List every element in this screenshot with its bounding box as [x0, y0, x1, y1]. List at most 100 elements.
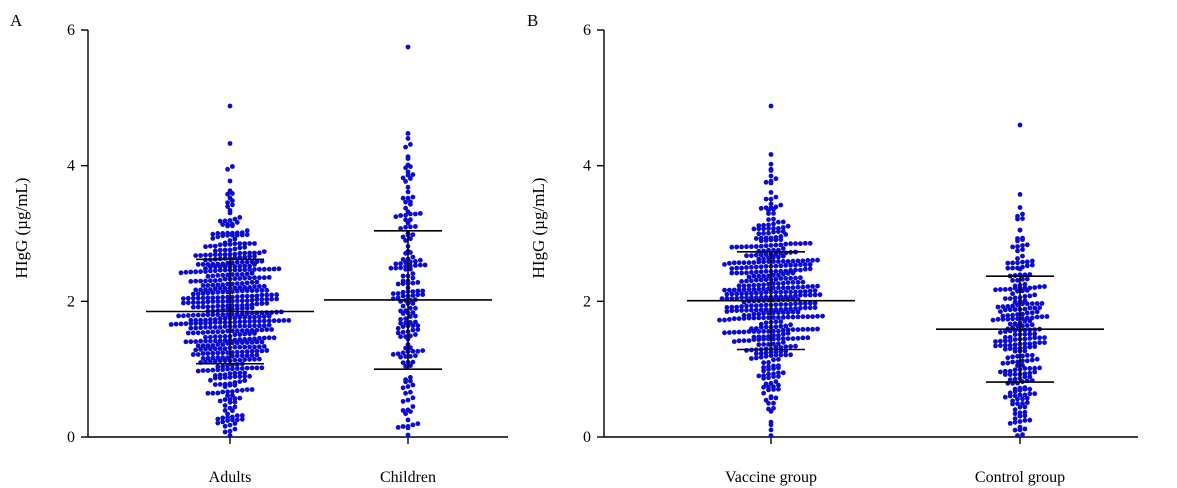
data-point	[225, 272, 231, 278]
data-point	[242, 241, 248, 247]
data-point	[276, 266, 282, 272]
data-point	[403, 165, 408, 171]
data-point	[802, 305, 808, 311]
data-point	[210, 312, 216, 318]
data-point	[195, 291, 201, 297]
data-point	[993, 287, 998, 293]
data-point	[247, 241, 253, 246]
data-point	[1002, 287, 1008, 292]
data-point	[230, 191, 235, 196]
data-point	[783, 323, 789, 329]
data-point	[763, 324, 769, 330]
data-point	[227, 251, 233, 257]
x-category-label: Vaccine group	[725, 469, 817, 486]
data-point	[756, 226, 762, 232]
data-point	[215, 312, 221, 318]
data-point	[1002, 372, 1008, 377]
data-point	[249, 387, 255, 392]
data-point	[203, 278, 208, 284]
data-point	[237, 241, 243, 247]
data-point	[768, 180, 774, 186]
data-point	[761, 282, 766, 288]
data-point	[788, 344, 793, 349]
data-point	[203, 320, 208, 326]
data-point	[237, 379, 243, 384]
data-point	[744, 253, 749, 259]
data-point	[761, 315, 766, 321]
data-point	[257, 323, 262, 329]
data-point	[395, 291, 401, 296]
data-point	[807, 305, 813, 311]
data-point	[788, 262, 793, 268]
data-point	[790, 327, 796, 332]
data-point	[195, 304, 201, 310]
data-point	[1005, 304, 1011, 309]
data-point	[410, 271, 416, 276]
data-point	[1027, 336, 1033, 341]
data-point	[771, 259, 776, 264]
data-point	[249, 279, 255, 285]
data-point	[264, 348, 270, 353]
data-point	[222, 334, 228, 339]
data-point	[405, 425, 411, 431]
data-point	[1034, 301, 1040, 306]
data-point	[415, 292, 421, 298]
data-point	[232, 264, 238, 269]
data-point	[773, 319, 779, 325]
data-point	[756, 273, 762, 279]
data-point	[1007, 372, 1013, 377]
data-point	[1017, 192, 1023, 197]
data-point	[261, 283, 267, 289]
data-point	[785, 280, 791, 285]
data-point	[212, 278, 218, 283]
data-point	[274, 292, 279, 298]
data-point	[790, 309, 796, 315]
data-point	[1022, 341, 1028, 347]
data-point	[773, 263, 779, 269]
data-point	[244, 353, 250, 358]
data-point	[254, 365, 260, 371]
data-point	[247, 263, 253, 269]
data-point	[1024, 353, 1030, 358]
data-point	[400, 360, 406, 366]
data-point	[1039, 301, 1045, 306]
data-point	[758, 243, 764, 249]
data-point	[758, 307, 764, 313]
data-point	[729, 270, 735, 276]
data-point	[778, 352, 784, 358]
data-point	[210, 350, 216, 356]
data-point	[736, 316, 742, 321]
data-point	[1024, 242, 1030, 248]
data-point	[776, 315, 781, 320]
data-point	[771, 281, 776, 286]
data-point	[1007, 296, 1013, 301]
data-point	[749, 278, 754, 284]
data-point	[244, 298, 250, 304]
data-point	[763, 196, 769, 202]
data-point	[188, 279, 194, 284]
data-point	[1015, 323, 1020, 329]
data-point	[798, 241, 803, 247]
data-point	[729, 291, 735, 297]
data-point	[776, 386, 781, 392]
data-point	[195, 312, 201, 318]
data-point	[1012, 416, 1018, 421]
data-point	[719, 296, 725, 301]
data-point	[773, 277, 779, 282]
data-point	[225, 204, 231, 210]
data-point	[249, 365, 255, 371]
data-point	[408, 389, 413, 395]
data-point	[198, 338, 204, 344]
data-point	[212, 264, 218, 270]
y-tick-label: 2	[583, 293, 591, 310]
data-point	[266, 266, 272, 272]
data-point	[778, 302, 784, 307]
data-point	[195, 368, 201, 374]
data-point	[205, 290, 211, 296]
data-point	[205, 295, 211, 301]
data-point	[1037, 284, 1042, 290]
data-point	[773, 395, 779, 401]
data-point	[771, 229, 776, 235]
data-point	[1015, 244, 1020, 249]
data-point	[1032, 365, 1038, 371]
